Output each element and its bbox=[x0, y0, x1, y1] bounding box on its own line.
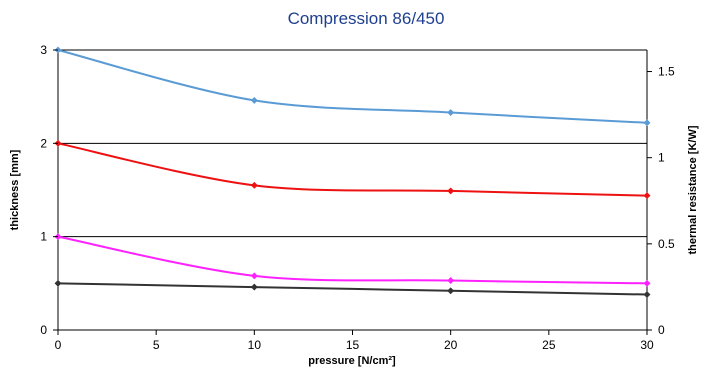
x-tick-label-15: 15 bbox=[346, 338, 360, 352]
series-4 bbox=[54, 279, 651, 299]
series-3-point-2 bbox=[250, 272, 258, 280]
series-1-point-2 bbox=[250, 96, 258, 104]
series-layer bbox=[54, 46, 651, 299]
series-3-point-3 bbox=[447, 276, 455, 285]
series-4-point-4 bbox=[643, 290, 651, 299]
x-tick-label-20: 20 bbox=[444, 338, 458, 352]
series-2-point-3 bbox=[447, 187, 455, 195]
y-axis-label: thickness [mm] bbox=[9, 149, 21, 230]
y2-tick-label-1: 1 bbox=[658, 151, 665, 165]
series-1-line bbox=[57, 49, 648, 124]
chart-title: Compression 86/450 bbox=[288, 9, 445, 28]
x-tick-label-30: 30 bbox=[640, 338, 654, 352]
series-4-point-3 bbox=[447, 287, 455, 295]
series-3-line bbox=[57, 235, 648, 285]
y-tick-label-2: 2 bbox=[40, 136, 47, 150]
series-1-point-3 bbox=[447, 108, 455, 117]
series-4-point-1 bbox=[54, 279, 62, 287]
series-3-point-4 bbox=[643, 279, 651, 287]
series-3 bbox=[54, 233, 651, 287]
y-tick-label-0: 0 bbox=[40, 323, 47, 337]
series-1-point-4 bbox=[643, 119, 651, 127]
series-1 bbox=[54, 46, 651, 127]
series-2 bbox=[54, 139, 651, 200]
x-tick-label-10: 10 bbox=[248, 338, 262, 352]
y-tick-label-1: 1 bbox=[40, 230, 47, 244]
series-4-point-2 bbox=[250, 283, 258, 291]
series-2-point-4 bbox=[643, 192, 651, 200]
x-tick-label-5: 5 bbox=[153, 338, 160, 352]
y2-tick-label-1.5: 1.5 bbox=[658, 65, 675, 79]
series-2-point-2 bbox=[250, 181, 258, 189]
series-4-line bbox=[57, 282, 648, 296]
y2-tick-label-0.5: 0.5 bbox=[658, 237, 675, 251]
series-2-line bbox=[57, 142, 648, 197]
y2-axis-label: thermal resistance [K/W] bbox=[687, 125, 699, 254]
y2-tick-label-0: 0 bbox=[658, 323, 665, 337]
x-axis-label: pressure [N/cm²] bbox=[308, 355, 396, 367]
y-tick-label-3: 3 bbox=[40, 43, 47, 57]
x-tick-label-0: 0 bbox=[55, 338, 62, 352]
x-tick-label-25: 25 bbox=[542, 338, 556, 352]
